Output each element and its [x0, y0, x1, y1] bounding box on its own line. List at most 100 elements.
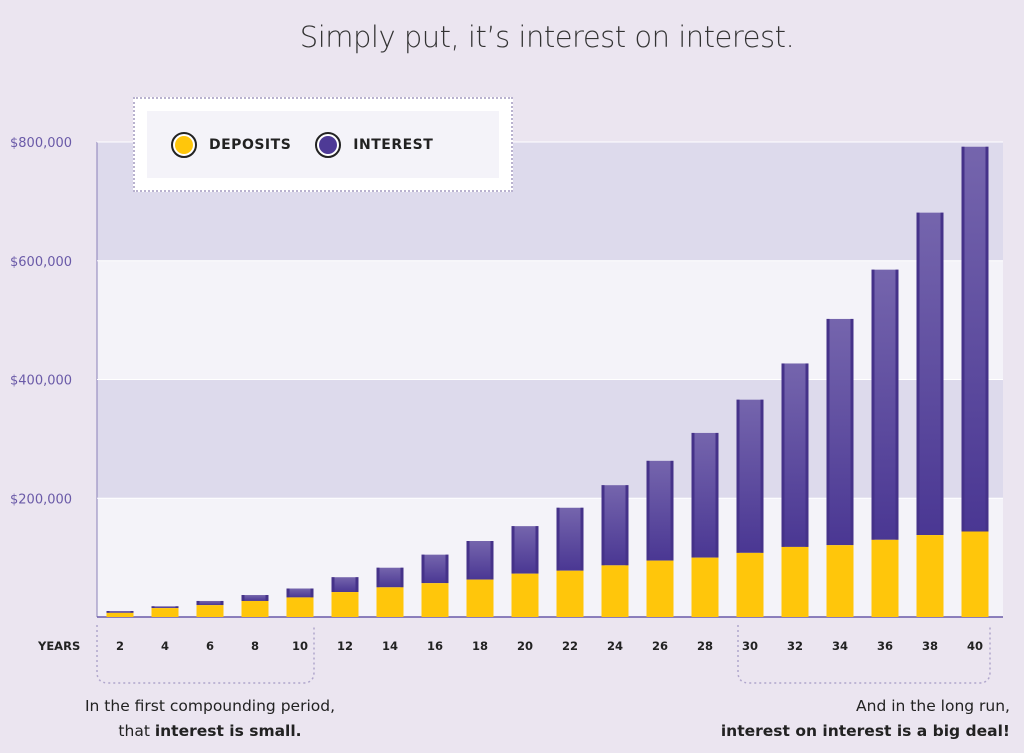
bar-interest: [466, 541, 494, 580]
bar-interest-edge: [805, 363, 809, 547]
bar-interest: [736, 399, 764, 553]
bar-interest: [421, 554, 449, 584]
bar-interest-edge: [355, 577, 359, 593]
bar-interest-edge: [556, 507, 560, 571]
x-tick-label: 6: [206, 639, 214, 653]
bar-interest: [961, 146, 989, 532]
bar-interest: [556, 507, 584, 571]
y-tick-label: $200,000: [10, 492, 72, 507]
bar-interest-edge: [940, 212, 944, 536]
x-tick-label: 32: [787, 639, 803, 653]
annotation-right-line1: And in the long run,: [856, 697, 1010, 715]
bar-interest: [331, 577, 359, 593]
bar-interest: [826, 318, 854, 546]
bar-interest-edge: [220, 600, 224, 606]
bar-deposits: [511, 573, 539, 617]
bar-interest-edge: [196, 600, 200, 606]
bar-interest-edge: [421, 554, 425, 584]
annotation-left: In the first compounding period, that in…: [50, 694, 370, 744]
legend-label-deposits: DEPOSITS: [209, 136, 292, 153]
bar-interest-edge: [916, 212, 920, 536]
bar-interest-edge: [670, 460, 674, 561]
bar-interest-edge: [760, 399, 764, 553]
annotation-left-line1: In the first compounding period,: [84, 697, 335, 715]
legend-item-interest: INTEREST: [315, 131, 434, 158]
bar-deposits: [466, 579, 494, 617]
x-tick-label: 34: [832, 639, 848, 653]
x-axis-label: YEARS: [37, 639, 80, 653]
bar-interest-edge: [646, 460, 650, 561]
x-tick-label: 36: [877, 639, 893, 653]
bar-interest: [646, 460, 674, 561]
bar-interest-edge: [736, 399, 740, 553]
x-tick-label: 22: [562, 639, 578, 653]
bar-interest: [511, 526, 539, 574]
bar-interest-edge: [781, 363, 785, 547]
bar-interest-edge: [466, 541, 470, 580]
bar-interest-edge: [871, 269, 875, 540]
x-tick-label: 4: [161, 639, 169, 653]
bar-deposits: [826, 545, 854, 617]
annotation-left-bold: interest is small.: [154, 722, 302, 740]
bar-interest: [871, 269, 899, 540]
bar-interest-edge: [130, 611, 134, 613]
bar-interest-edge: [850, 318, 854, 546]
bar-interest-edge: [175, 606, 179, 609]
bar-interest-edge: [241, 595, 245, 601]
bar-deposits: [421, 583, 449, 617]
bar-interest-edge: [376, 567, 380, 588]
bar-deposits: [781, 546, 809, 617]
bar-interest-edge: [985, 146, 989, 532]
x-tick-label: 24: [607, 639, 623, 653]
bar-interest-edge: [961, 146, 965, 532]
annotation-right-bold: interest on interest is a big deal!: [720, 722, 1010, 740]
y-tick-label: $800,000: [10, 136, 72, 151]
bar-interest-edge: [691, 432, 695, 558]
bar-interest-edge: [601, 485, 605, 566]
bar-interest-edge: [265, 595, 269, 601]
annotation-bracket-left: [96, 625, 315, 684]
bar-deposits: [916, 535, 944, 617]
bar-deposits: [376, 587, 404, 617]
deposits-swatch-icon: [171, 131, 197, 158]
bar-interest-edge: [106, 611, 110, 613]
bar-interest-edge: [826, 318, 830, 546]
x-tick-label: 10: [292, 639, 308, 653]
annotation-right: And in the long run, interest on interes…: [721, 694, 1010, 744]
grid-band: [97, 260, 1003, 380]
bar-deposits: [241, 600, 269, 617]
bar-interest: [376, 567, 404, 588]
bar-interest-edge: [895, 269, 899, 540]
x-tick-label: 20: [517, 639, 533, 653]
legend-label-interest: INTEREST: [353, 136, 434, 153]
grid-band: [97, 379, 1003, 499]
bar-deposits: [331, 592, 359, 617]
bar-interest: [151, 606, 179, 609]
bar-interest-edge: [286, 588, 290, 598]
bar-deposits: [286, 597, 314, 617]
bar-deposits: [961, 531, 989, 617]
y-tick-label: $400,000: [10, 374, 72, 389]
bar-interest-edge: [535, 526, 539, 574]
bar-interest: [781, 363, 809, 547]
bar-deposits: [556, 570, 584, 617]
bar-interest-edge: [625, 485, 629, 566]
y-tick-label: $600,000: [10, 255, 72, 270]
bar-interest-edge: [490, 541, 494, 580]
bar-interest: [106, 611, 134, 613]
bar-interest: [241, 595, 269, 601]
bar-deposits: [646, 560, 674, 617]
bar-deposits: [871, 539, 899, 617]
bar-deposits: [151, 608, 179, 617]
bar-interest-edge: [400, 567, 404, 588]
x-tick-label: 28: [697, 639, 713, 653]
bar-deposits: [691, 557, 719, 617]
bar-deposits: [106, 612, 134, 617]
legend-item-deposits: DEPOSITS: [171, 131, 292, 158]
chart-title: Simply put, it’s interest on interest.: [299, 20, 795, 54]
bar-interest: [601, 485, 629, 566]
x-tick-label: 16: [427, 639, 443, 653]
annotation-left-prefix: that: [118, 722, 155, 740]
x-tick-label: 12: [337, 639, 353, 653]
